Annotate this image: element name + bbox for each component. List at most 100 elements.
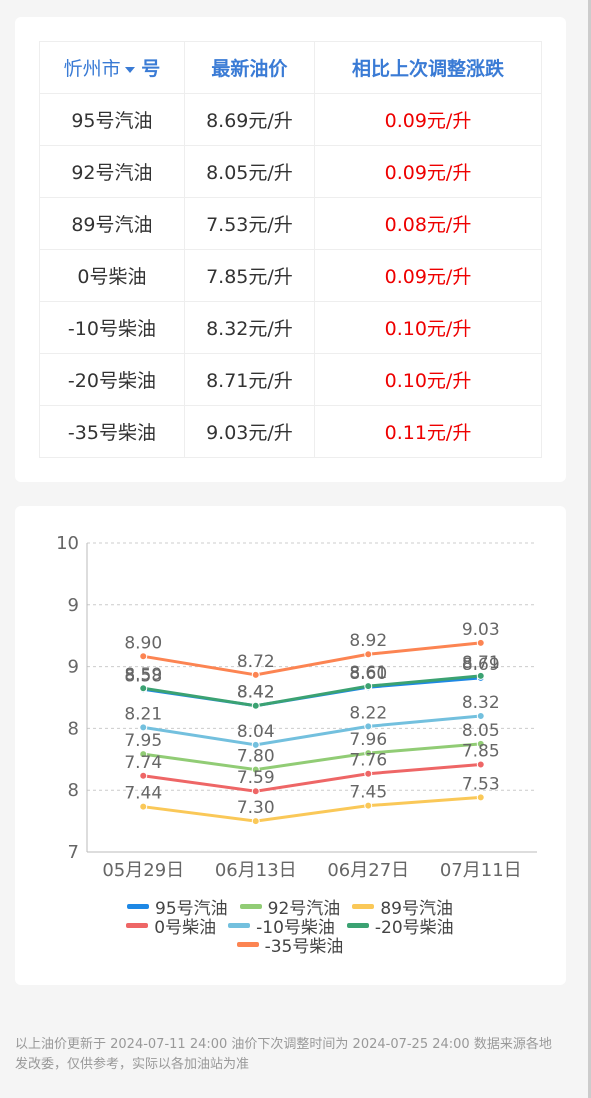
price-table: 忻州市 号 最新油价 相比上次调整涨跌 95号汽油 8.69元/升 0.09元/升 9… xyxy=(39,41,543,458)
table-row: -35号柴油 9.03元/升 0.11元/升 xyxy=(39,405,543,458)
y-tick-label: 9 xyxy=(68,595,79,616)
data-label: 8.59 xyxy=(124,665,162,685)
legend-swatch xyxy=(127,904,150,909)
table-row: 0号柴油 7.85元/升 0.09元/升 xyxy=(39,249,543,302)
city-select[interactable]: 忻州市 xyxy=(64,58,135,80)
data-label: 8.69 xyxy=(462,655,500,675)
legend-label: 89号汽油 xyxy=(380,899,453,919)
chart-card: 7 8 8 9 9 10 05月29日 06月13日 06月27日 07月11日 8.58 8.42 8… xyxy=(15,506,566,985)
data-point xyxy=(139,723,148,732)
data-label: 8.04 xyxy=(237,722,275,742)
data-point xyxy=(364,749,373,758)
table-row: -20号柴油 8.71元/升 0.10元/升 xyxy=(39,353,543,406)
x-tick-label: 07月11日 xyxy=(440,860,522,881)
data-label: 7.45 xyxy=(349,783,387,803)
series-line xyxy=(143,714,481,747)
header-cell: 最新油价 xyxy=(183,41,315,94)
legend-label: -35号柴油 xyxy=(264,937,344,957)
series-line xyxy=(143,641,481,677)
data-point xyxy=(364,682,373,691)
series-line xyxy=(143,674,481,708)
legend-label: 95号汽油 xyxy=(155,899,228,919)
data-point xyxy=(476,638,485,647)
legend-item[interactable]: -35号柴油 xyxy=(236,935,344,957)
data-point xyxy=(476,760,485,769)
data-label: 8.42 xyxy=(237,683,275,703)
legend-swatch xyxy=(239,904,262,909)
table-cell: 0.08元/升 xyxy=(313,197,543,250)
table-cell: 8.69元/升 xyxy=(183,93,315,146)
data-label: 7.59 xyxy=(237,768,275,788)
series-line xyxy=(143,676,481,708)
legend-item[interactable]: 89号汽油 xyxy=(352,897,453,919)
data-point xyxy=(139,802,148,811)
table-cell: 0.09元/升 xyxy=(313,249,543,302)
data-label: 8.32 xyxy=(462,693,500,713)
table-cell: 0.09元/升 xyxy=(313,145,543,198)
data-label: 7.95 xyxy=(124,731,162,751)
data-label: 8.72 xyxy=(237,652,275,672)
table-cell: -20号柴油 xyxy=(39,353,185,406)
y-tick-label: 7 xyxy=(68,842,79,863)
data-label: 8.60 xyxy=(349,664,387,684)
legend-item[interactable]: 92号汽油 xyxy=(239,897,340,919)
header-text: 号 xyxy=(141,58,161,80)
table-cell: 8.05元/升 xyxy=(183,145,315,198)
data-point xyxy=(476,793,485,802)
data-point xyxy=(251,701,260,710)
legend-swatch xyxy=(126,923,149,928)
table-cell: 89号汽油 xyxy=(39,197,185,250)
table-cell: 7.53元/升 xyxy=(183,197,315,250)
data-label: 7.85 xyxy=(462,741,500,761)
legend: 95号汽油 92号汽油 89号汽油 0号柴油 -10号柴油 -20号柴油 -35号柴油 xyxy=(95,897,485,957)
legend-item[interactable]: 95号汽油 xyxy=(127,897,228,919)
data-label: 8.42 xyxy=(237,683,275,703)
x-tick-label: 06月13日 xyxy=(215,860,297,881)
series-line xyxy=(143,795,481,823)
table-row: 89号汽油 7.53元/升 0.08元/升 xyxy=(39,197,543,250)
data-label: 7.96 xyxy=(349,730,387,750)
footer-note: 以上油价更新于 2024-07-11 24:00 油价下次调整时间为 2024-… xyxy=(15,1037,552,1072)
data-label: 8.71 xyxy=(462,653,500,673)
data-label: 8.58 xyxy=(124,666,162,686)
data-label: 8.22 xyxy=(349,703,387,723)
legend-label: -20号柴油 xyxy=(374,918,454,938)
table-cell: 8.32元/升 xyxy=(183,301,315,354)
data-label: 8.92 xyxy=(349,631,387,651)
table-cell: 8.71元/升 xyxy=(183,353,315,406)
legend-swatch xyxy=(228,923,251,928)
table-cell: 0.10元/升 xyxy=(313,301,543,354)
y-tick-label: 8 xyxy=(68,780,79,801)
data-label: 9.03 xyxy=(462,620,500,640)
data-label: 8.21 xyxy=(124,704,162,724)
data-point xyxy=(251,740,260,749)
table-cell: 95号汽油 xyxy=(39,93,185,146)
data-label: 7.44 xyxy=(124,784,162,804)
data-label: 7.53 xyxy=(462,774,500,794)
header-cell: 相比上次调整涨跌 xyxy=(313,41,543,94)
data-point xyxy=(364,769,373,778)
data-label: 8.90 xyxy=(124,633,162,653)
table-cell: 0号柴油 xyxy=(39,249,185,302)
legend-label: -10号柴油 xyxy=(256,918,335,938)
legend-label: 0号柴油 xyxy=(154,918,217,938)
data-label: 7.30 xyxy=(237,798,275,818)
table-cell: 7.85元/升 xyxy=(183,249,315,302)
legend-item[interactable]: -10号柴油 xyxy=(228,916,335,938)
data-point xyxy=(139,684,148,693)
data-point xyxy=(139,750,148,759)
data-point xyxy=(251,670,260,679)
table-cell: 0.11元/升 xyxy=(313,405,543,458)
data-point xyxy=(476,671,485,680)
city-name[interactable]: 忻州市 xyxy=(63,58,121,80)
price-card: 忻州市 号 最新油价 相比上次调整涨跌 95号汽油 8.69元/升 0.09元/升 9… xyxy=(15,17,566,482)
header-cell: 忻州市 号 xyxy=(39,41,185,94)
legend-item[interactable]: -20号柴油 xyxy=(346,916,454,938)
table-row: 92号汽油 8.05元/升 0.09元/升 xyxy=(39,145,543,198)
series-line xyxy=(143,742,481,772)
data-point xyxy=(251,765,260,774)
x-tick-label: 06月27日 xyxy=(327,860,409,881)
legend-item[interactable]: 0号柴油 xyxy=(126,916,217,938)
y-tick-label: 10 xyxy=(56,533,79,554)
